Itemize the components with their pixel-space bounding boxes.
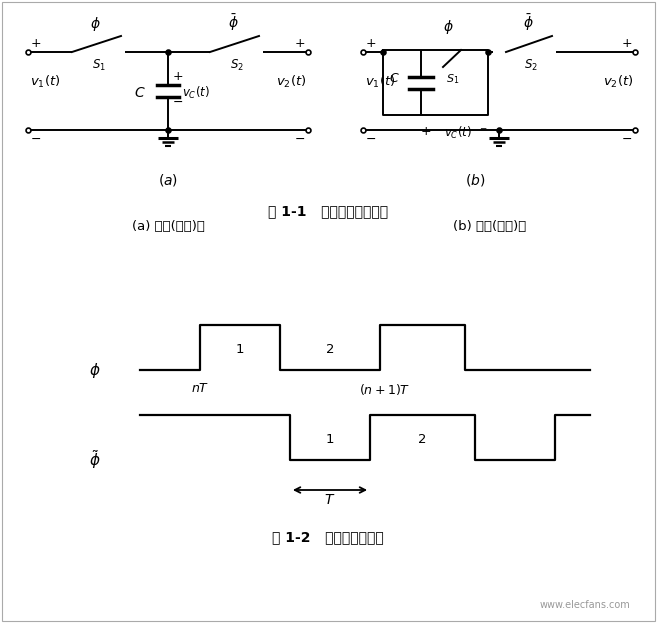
Text: 图 1-1   开关电容模拟电阻: 图 1-1 开关电容模拟电阻 [268,204,388,218]
Text: www.elecfans.com: www.elecfans.com [539,600,630,610]
Text: (b) 浮地(串联)型: (b) 浮地(串联)型 [453,220,527,233]
Text: $v_1(t)$: $v_1(t)$ [365,74,396,90]
Text: 图 1-2   两相不重叠时钟: 图 1-2 两相不重叠时钟 [272,530,384,544]
Text: 2: 2 [419,433,427,446]
Text: $\bar{\phi}$: $\bar{\phi}$ [228,12,239,33]
Text: 1: 1 [326,433,334,446]
Text: $v_C(t)$: $v_C(t)$ [182,85,210,101]
Text: $-$: $-$ [172,95,183,108]
Text: $(n+1)T$: $(n+1)T$ [359,382,411,397]
Text: 1: 1 [236,343,244,356]
Text: $-$: $-$ [294,132,306,145]
Text: $-$: $-$ [622,132,633,145]
Text: $^-$: $^-$ [478,125,487,138]
Text: $\bar{\phi}$: $\bar{\phi}$ [523,12,533,33]
Text: $+$: $+$ [30,37,41,50]
Text: $(b)$: $(b)$ [465,172,486,188]
Text: $\phi$: $\phi$ [443,18,453,36]
Text: $S_1$: $S_1$ [446,72,460,86]
Text: $+$: $+$ [622,37,633,50]
Text: $\phi$: $\phi$ [90,15,101,33]
Text: $+$: $+$ [294,37,306,50]
Text: $v_C(t)$: $v_C(t)$ [443,125,471,141]
Text: (a) 接地(并联)型: (a) 接地(并联)型 [131,220,204,233]
Text: $(a)$: $(a)$ [158,172,178,188]
Text: $C$: $C$ [389,72,399,85]
Text: $S_2$: $S_2$ [229,58,244,73]
Text: $S_1$: $S_1$ [91,58,106,73]
Text: $-$: $-$ [30,132,41,145]
Text: $+$: $+$ [365,37,376,50]
Text: $T$: $T$ [325,493,336,507]
Text: $S_2$: $S_2$ [524,58,538,73]
Text: $+$: $+$ [172,70,183,83]
Text: $C$: $C$ [134,86,146,100]
Text: $\phi$: $\phi$ [89,361,101,379]
Text: $nT$: $nT$ [191,382,209,395]
Text: $v_2(t)$: $v_2(t)$ [602,74,633,90]
Text: $+$: $+$ [420,125,431,138]
Text: $-$: $-$ [365,132,376,145]
Text: $\tilde{\phi}$: $\tilde{\phi}$ [89,449,101,472]
Text: $v_2(t)$: $v_2(t)$ [275,74,306,90]
Text: 2: 2 [326,343,334,356]
Text: $v_1(t)$: $v_1(t)$ [30,74,60,90]
